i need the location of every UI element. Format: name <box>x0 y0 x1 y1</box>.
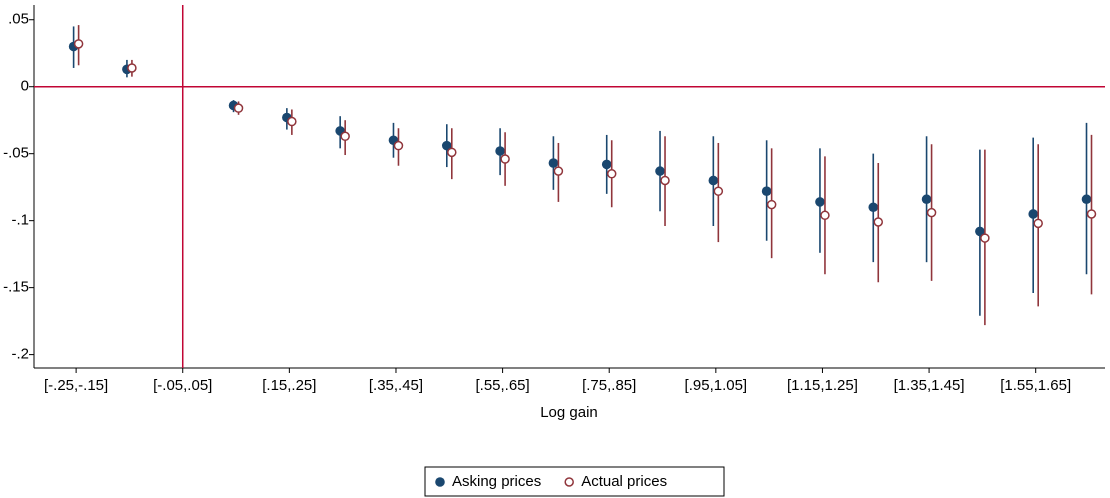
point <box>1086 209 1097 219</box>
point <box>500 154 510 164</box>
x-tick-label: [.35,.45] <box>369 377 423 394</box>
x-tick-label: [.15,.25] <box>262 377 316 394</box>
point <box>873 217 884 227</box>
point <box>340 131 350 142</box>
point <box>553 166 564 176</box>
x-tick-label: [1.35,1.45] <box>894 377 965 394</box>
point <box>708 175 719 186</box>
point <box>1028 209 1038 219</box>
x-tick-label: [.75,.85] <box>582 377 636 394</box>
point <box>660 175 670 186</box>
point <box>606 169 617 179</box>
point <box>921 194 932 205</box>
y-tick-label: -.2 <box>11 346 29 363</box>
y-tick-label: -.05 <box>3 145 29 162</box>
x-tick-label: [-.05,.05] <box>153 377 212 394</box>
point <box>601 159 612 170</box>
x-tick-label: [1.15,1.25] <box>787 377 858 394</box>
point <box>233 103 244 113</box>
legend-marker <box>564 477 574 487</box>
x-tick-label: [-.25,-.15] <box>44 377 108 394</box>
y-tick-label: -.1 <box>11 212 29 229</box>
point <box>441 140 452 151</box>
point <box>495 146 505 156</box>
point <box>127 63 137 73</box>
point <box>980 233 990 243</box>
point <box>820 210 830 221</box>
point <box>713 186 724 196</box>
point <box>1081 194 1092 205</box>
point <box>393 140 404 151</box>
point <box>975 226 985 237</box>
point <box>815 197 825 207</box>
x-tick-label: [.55,.65] <box>475 377 529 394</box>
point <box>548 158 559 168</box>
point <box>447 147 457 158</box>
x-axis-label: Log gain <box>540 404 598 421</box>
point <box>655 166 665 176</box>
y-tick-label: -.15 <box>3 279 29 296</box>
legend <box>424 466 725 497</box>
point <box>868 202 879 213</box>
legend-label: Asking prices <box>452 473 541 490</box>
point <box>766 199 777 210</box>
point <box>761 186 772 196</box>
x-tick-label: [.95,1.05] <box>685 377 748 394</box>
point <box>1033 218 1043 229</box>
point <box>287 116 297 127</box>
x-tick-label: [1.55,1.65] <box>1000 377 1071 394</box>
point <box>926 207 937 218</box>
y-tick-label: .05 <box>8 11 29 28</box>
point <box>73 39 84 49</box>
y-tick-label: 0 <box>21 78 29 95</box>
legend-marker <box>435 477 445 487</box>
legend-label: Actual prices <box>581 473 667 490</box>
